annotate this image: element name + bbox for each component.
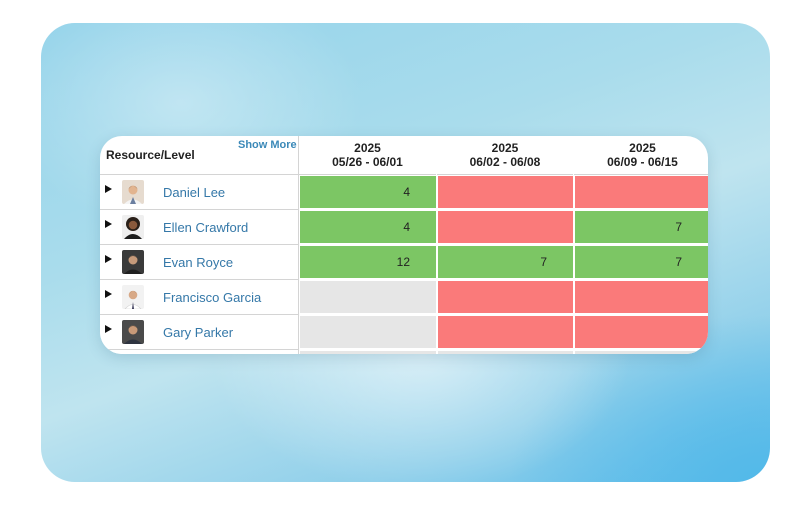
avatar xyxy=(122,250,144,274)
allocation-cell[interactable] xyxy=(575,281,708,313)
table-row: Daniel Lee xyxy=(100,175,299,210)
table-row xyxy=(100,350,299,354)
table-row: Francisco Garcia xyxy=(100,280,299,315)
column-header-week-2: 2025 06/02 - 06/08 xyxy=(437,136,573,175)
allocation-cell[interactable] xyxy=(300,281,436,313)
table-row: Gary Parker xyxy=(100,315,299,350)
expand-row-icon[interactable] xyxy=(105,255,112,263)
column-date-range: 06/09 - 06/15 xyxy=(607,155,678,169)
resource-name-link[interactable]: Ellen Crawford xyxy=(163,220,249,235)
expand-row-icon[interactable] xyxy=(105,185,112,193)
allocation-cell xyxy=(438,351,573,354)
expand-row-icon[interactable] xyxy=(105,220,112,228)
allocation-cell[interactable] xyxy=(438,176,573,208)
allocation-cell[interactable] xyxy=(438,211,573,243)
column-year: 2025 xyxy=(629,141,656,155)
column-year: 2025 xyxy=(354,141,381,155)
allocation-cell[interactable] xyxy=(438,281,573,313)
allocation-cell xyxy=(575,351,708,354)
resource-name-link[interactable]: Daniel Lee xyxy=(163,185,226,200)
resource-name-link[interactable]: Francisco Garcia xyxy=(163,290,262,305)
avatar xyxy=(122,180,144,204)
grid-header-left: Resource/Level Show More xyxy=(100,136,299,175)
allocation-cell[interactable]: 7 xyxy=(575,246,708,278)
table-row: Evan Royce xyxy=(100,245,299,280)
avatar xyxy=(122,215,144,239)
allocation-cell[interactable] xyxy=(438,316,573,348)
resource-grid-card: Resource/Level Show More 2025 05/26 - 06… xyxy=(100,136,708,354)
expand-row-icon[interactable] xyxy=(105,325,112,333)
allocation-cell[interactable]: 7 xyxy=(438,246,573,278)
allocation-cell[interactable]: 4 xyxy=(300,211,436,243)
resource-name-link[interactable]: Evan Royce xyxy=(163,255,234,270)
allocation-cell[interactable] xyxy=(575,316,708,348)
table-row: Ellen Crawford xyxy=(100,210,299,245)
allocation-cell[interactable]: 12 xyxy=(300,246,436,278)
resource-level-header: Resource/Level xyxy=(106,148,195,162)
show-more-link[interactable]: Show More xyxy=(238,139,297,151)
column-year: 2025 xyxy=(491,141,519,155)
allocation-cell[interactable] xyxy=(300,316,436,348)
expand-row-icon[interactable] xyxy=(105,290,112,298)
allocation-cell xyxy=(300,351,436,354)
allocation-cell[interactable]: 4 xyxy=(300,176,436,208)
column-header-week-3: 2025 06/09 - 06/15 xyxy=(574,136,708,175)
avatar xyxy=(122,285,144,309)
resource-name-link[interactable]: Gary Parker xyxy=(163,325,234,340)
column-date-range: 06/02 - 06/08 xyxy=(469,155,541,169)
column-date-range: 05/26 - 06/01 xyxy=(332,155,403,169)
column-header-week-1: 2025 05/26 - 06/01 xyxy=(299,136,436,175)
allocation-cell[interactable] xyxy=(575,176,708,208)
avatar xyxy=(122,320,144,344)
allocation-cell[interactable]: 7 xyxy=(575,211,708,243)
